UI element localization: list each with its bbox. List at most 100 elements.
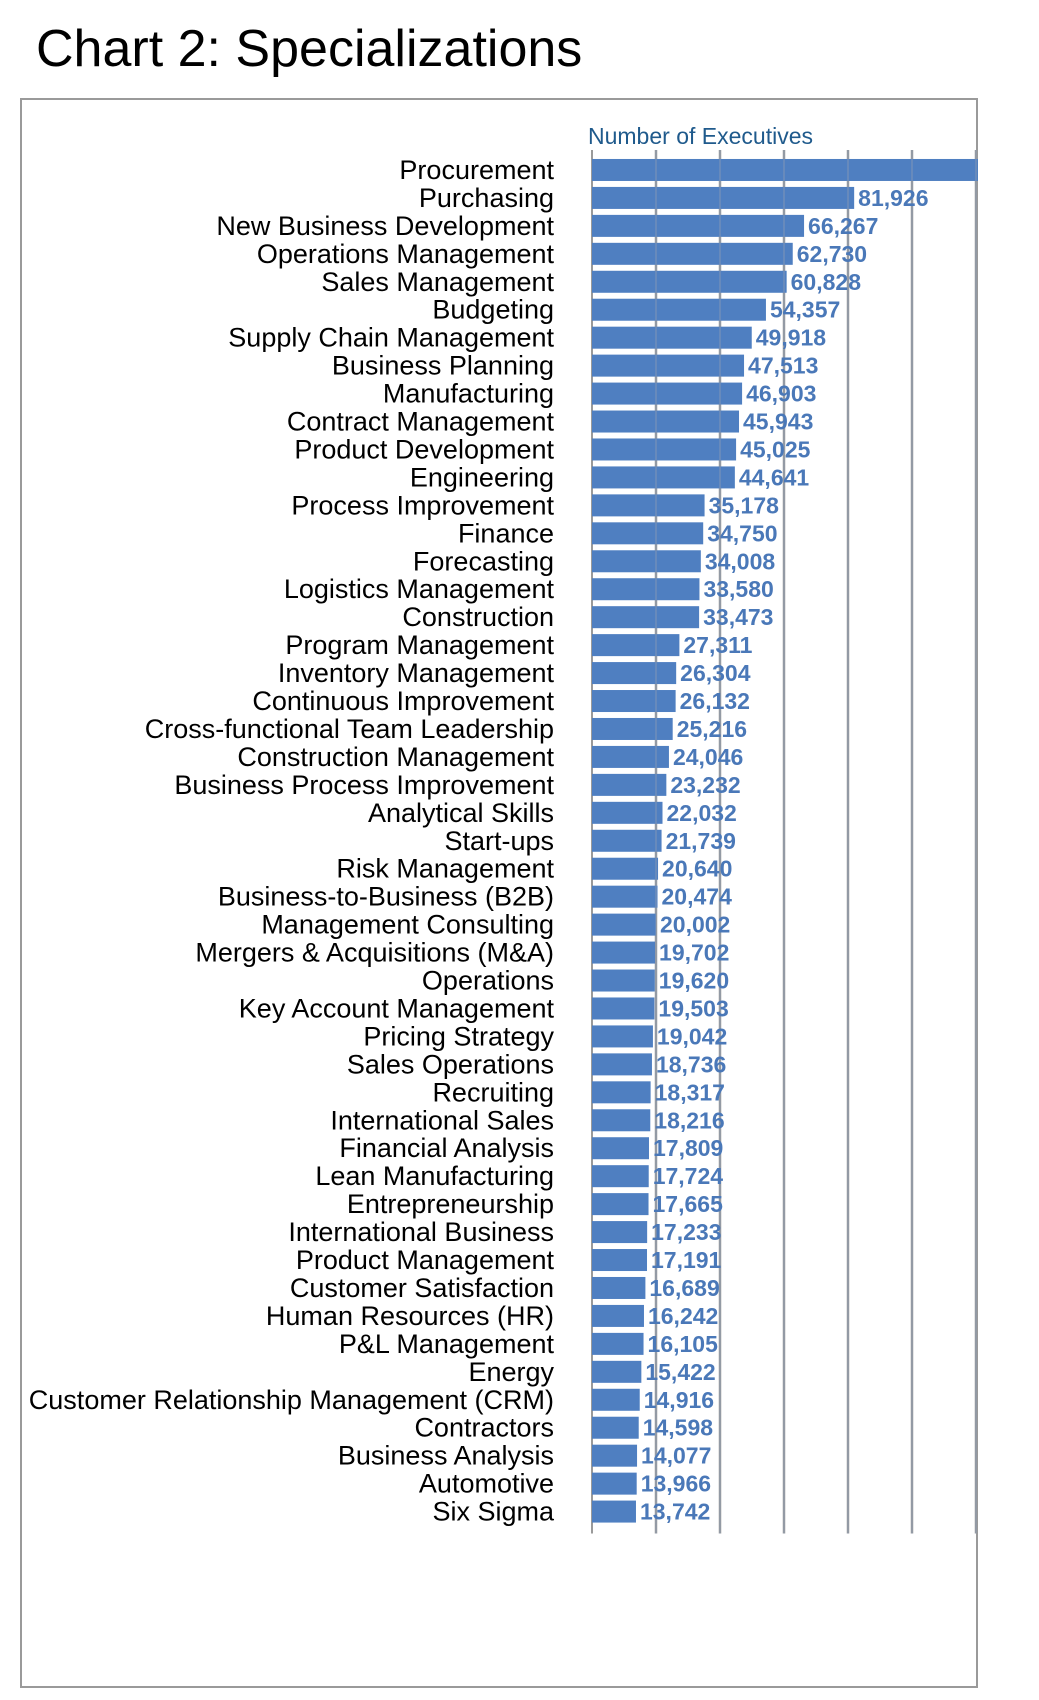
value-label: 26,132 — [680, 688, 750, 714]
value-label: 15,422 — [645, 1359, 715, 1385]
bar — [592, 494, 705, 517]
value-label: 17,665 — [653, 1191, 724, 1217]
bar — [592, 466, 735, 489]
category-label: Logistics Management — [284, 574, 555, 604]
bar — [592, 382, 743, 405]
bar — [592, 941, 656, 964]
category-label: Automotive — [419, 1469, 554, 1499]
value-label: 60,828 — [791, 269, 862, 295]
value-label: 33,580 — [703, 576, 773, 602]
bar — [592, 745, 669, 768]
bar — [592, 1388, 640, 1411]
value-label: 27,311 — [683, 632, 752, 658]
bar — [592, 158, 978, 181]
category-label: Operations Management — [257, 239, 555, 269]
category-label: Management Consulting — [261, 910, 554, 940]
bar — [592, 186, 855, 209]
bar — [592, 634, 680, 657]
value-label: 62,730 — [797, 241, 867, 267]
value-label: 17,191 — [651, 1247, 722, 1273]
category-label: Construction Management — [237, 742, 554, 772]
bar — [592, 606, 700, 629]
value-label: 18,736 — [656, 1051, 726, 1077]
value-label: 47,513 — [748, 353, 818, 379]
value-label: 33,473 — [703, 604, 773, 630]
value-label: 45,943 — [743, 409, 813, 435]
category-label: Mergers & Acquisitions (M&A) — [195, 938, 554, 968]
category-label: Contract Management — [287, 407, 555, 437]
category-label: Customer Satisfaction — [290, 1273, 554, 1303]
value-label: 45,025 — [740, 436, 811, 462]
value-label: 23,232 — [670, 772, 740, 798]
value-label: 14,916 — [644, 1387, 714, 1413]
bar — [592, 1109, 651, 1132]
bar — [592, 1249, 648, 1272]
bar — [592, 1332, 644, 1355]
value-label: 21,739 — [666, 828, 736, 854]
category-label: Product Management — [296, 1245, 555, 1275]
value-label: 19,620 — [659, 968, 729, 994]
value-label: 44,641 — [739, 464, 810, 490]
category-label: Contractors — [414, 1413, 554, 1443]
bar — [592, 690, 676, 713]
value-labels: 120,61781,92666,26762,73060,82854,35749,… — [640, 185, 929, 1525]
value-label: 13,966 — [641, 1471, 711, 1497]
bar — [592, 522, 704, 545]
value-label: 34,008 — [705, 548, 776, 574]
value-label: 20,474 — [662, 884, 733, 910]
value-label: 18,317 — [655, 1079, 725, 1105]
category-label: Lean Manufacturing — [315, 1161, 554, 1191]
category-label: Inventory Management — [278, 658, 555, 688]
bar — [592, 662, 677, 685]
category-label: Business-to-Business (B2B) — [218, 882, 554, 912]
category-label: Continuous Improvement — [252, 686, 554, 716]
category-label: Financial Analysis — [339, 1133, 554, 1163]
category-label: Start-ups — [444, 826, 554, 856]
category-label: Six Sigma — [432, 1497, 555, 1527]
category-label: Engineering — [410, 462, 554, 492]
value-label: 20,002 — [660, 912, 730, 938]
value-label: 16,689 — [649, 1275, 719, 1301]
category-label: Business Analysis — [338, 1441, 554, 1471]
category-label: International Sales — [330, 1105, 554, 1135]
category-label: Human Resources (HR) — [266, 1301, 554, 1331]
bar — [592, 1165, 649, 1188]
category-label: P&L Management — [339, 1329, 555, 1359]
category-label: Finance — [458, 518, 554, 548]
bar — [592, 270, 787, 293]
bar — [592, 214, 805, 237]
bar — [592, 438, 737, 461]
bar — [592, 1025, 653, 1048]
category-label: Business Process Improvement — [174, 770, 554, 800]
value-label: 24,046 — [673, 744, 743, 770]
value-label: 18,216 — [654, 1107, 724, 1133]
bar — [592, 578, 700, 601]
category-label: Analytical Skills — [368, 798, 554, 828]
category-label: Customer Relationship Management (CRM) — [29, 1385, 554, 1415]
bar — [592, 1360, 642, 1383]
bar — [592, 242, 793, 265]
bar — [592, 969, 655, 992]
value-label: 35,178 — [709, 492, 780, 518]
category-label: Product Development — [294, 434, 554, 464]
bar — [592, 1081, 651, 1104]
bar — [592, 997, 655, 1020]
bar — [592, 1137, 649, 1160]
value-label: 54,357 — [770, 297, 840, 323]
category-label: Construction — [402, 602, 554, 632]
category-label: Energy — [468, 1357, 554, 1387]
value-label: 19,042 — [657, 1023, 727, 1049]
value-label: 16,105 — [648, 1331, 719, 1357]
category-label: Manufacturing — [383, 379, 554, 409]
bar — [592, 717, 673, 740]
category-label: Operations — [422, 966, 554, 996]
category-label: Supply Chain Management — [228, 323, 554, 353]
page-title: Chart 2: Specializations — [36, 20, 583, 78]
category-label: Recruiting — [432, 1077, 554, 1107]
category-label: International Business — [288, 1217, 554, 1247]
x-axis-title: Number of Executives — [588, 123, 813, 149]
value-label: 26,304 — [680, 660, 751, 686]
category-label: Forecasting — [413, 546, 554, 576]
